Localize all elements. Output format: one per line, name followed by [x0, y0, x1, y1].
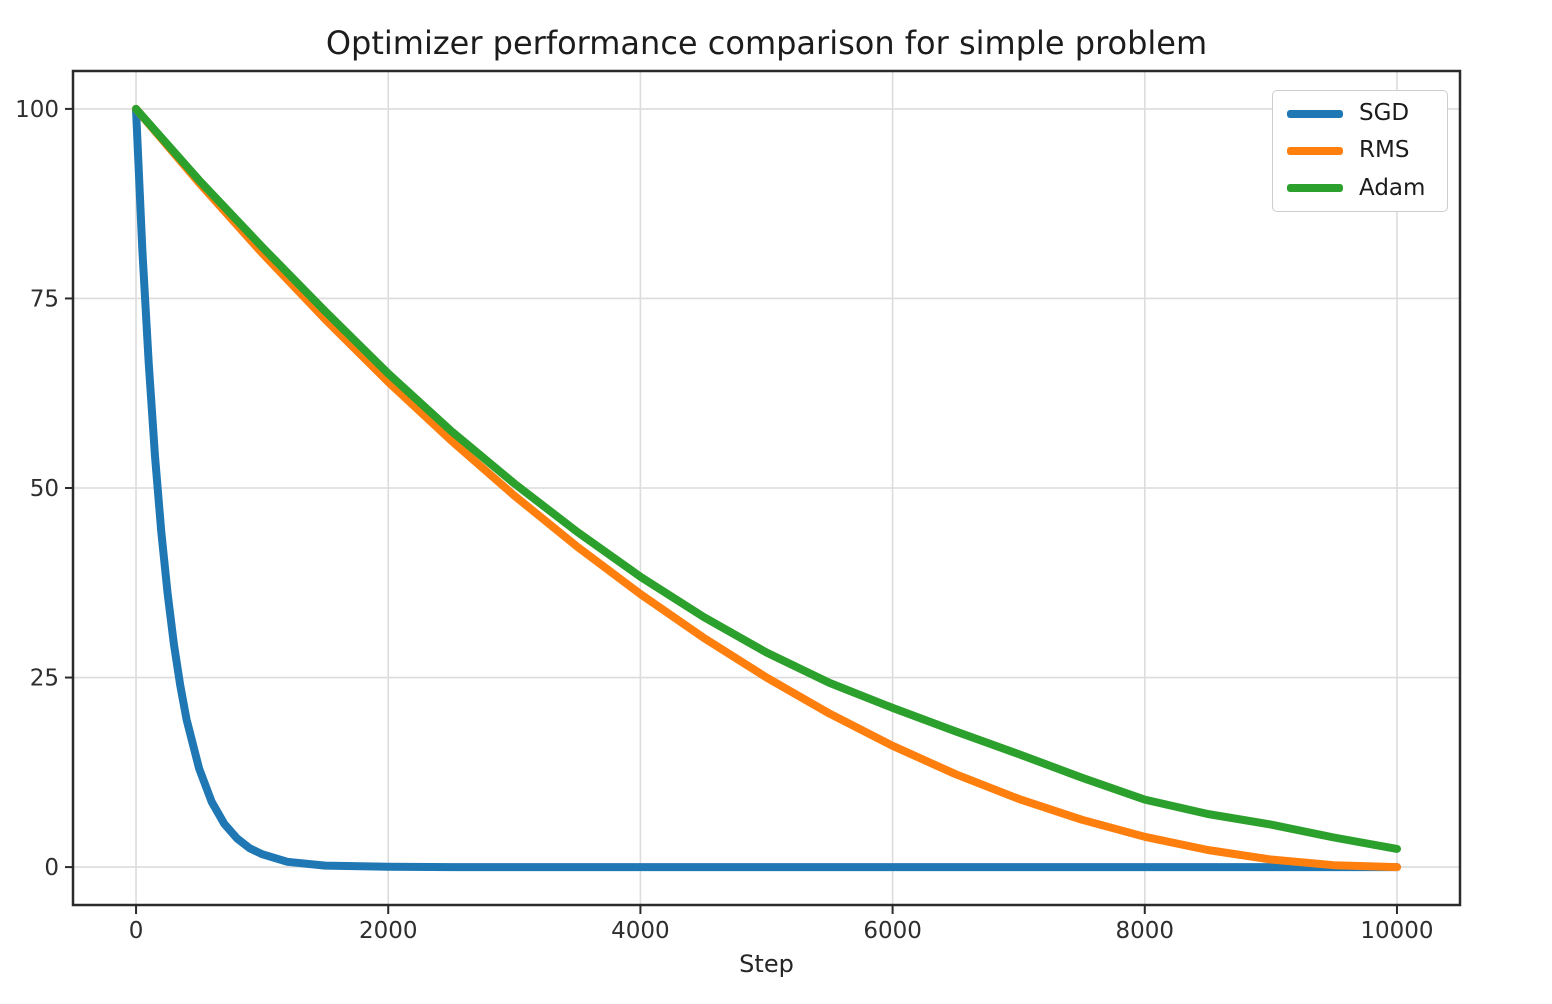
- x-tick-label: 0: [129, 918, 144, 944]
- y-tick-label: 25: [30, 666, 59, 692]
- series-line-sgd: [132, 104, 1401, 872]
- chart-title: Optimizer performance comparison for sim…: [325, 24, 1208, 62]
- x-tick-label: 4000: [611, 918, 670, 944]
- x-axis-label: Step: [739, 950, 794, 978]
- axes-spines: [71, 69, 1462, 907]
- legend-swatch-rms-icon: [1287, 146, 1343, 155]
- x-tick-label: 8000: [1115, 918, 1174, 944]
- y-tick-label: 0: [44, 855, 59, 881]
- legend-swatch-adam-icon: [1287, 184, 1343, 193]
- y-tick-label: 100: [15, 97, 59, 123]
- legend-label-sgd: SGD: [1359, 100, 1410, 127]
- legend-swatch-sgd-icon: [1287, 109, 1343, 118]
- series-line-rms: [132, 104, 1401, 872]
- x-tick-label: 10000: [1360, 918, 1433, 944]
- y-tick-label: 75: [30, 286, 59, 312]
- legend-box: SGD RMS Adam: [1272, 90, 1448, 212]
- x-tick-label: 2000: [359, 918, 418, 944]
- legend-entry-adam: Adam: [1273, 174, 1447, 201]
- y-tick-label: 50: [30, 476, 59, 502]
- legend-label-adam: Adam: [1359, 174, 1426, 201]
- legend-label-rms: RMS: [1359, 137, 1410, 164]
- series-line-adam: [132, 104, 1401, 853]
- legend-entry-rms: RMS: [1273, 139, 1447, 162]
- x-tick-label: 6000: [863, 918, 922, 944]
- legend-entry-sgd: SGD: [1273, 102, 1447, 125]
